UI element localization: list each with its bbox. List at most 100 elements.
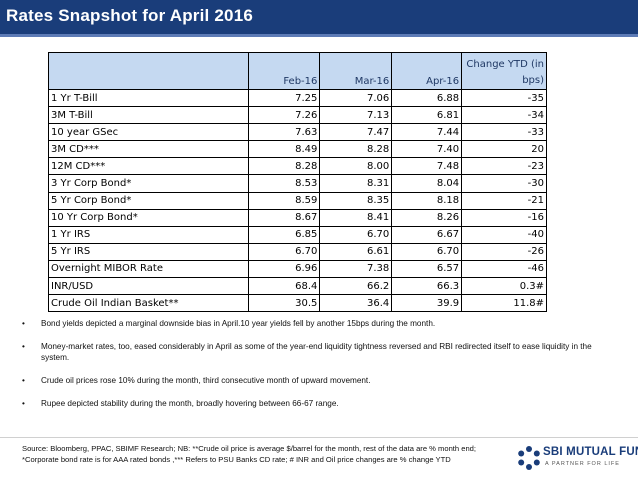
cell-change-ytd: -16: [461, 208, 547, 227]
cell-change-ytd: -30: [461, 174, 547, 193]
cell-mar: 8.31: [319, 174, 393, 193]
row-label: 3 Yr Corp Bond*: [48, 174, 249, 193]
cell-mar: 8.28: [319, 140, 393, 159]
cell-change-ytd: -40: [461, 225, 547, 244]
cell-feb: 8.67: [247, 208, 321, 227]
column-header-label: [48, 52, 249, 90]
row-label: INR/USD: [48, 277, 249, 296]
table-row: 10 Yr Corp Bond* 8.67 8.41 8.26 -16: [48, 208, 547, 227]
cell-apr: 6.67: [391, 225, 463, 244]
source-note: Source: Bloomberg, PPAC, SBIMF Research;…: [22, 444, 477, 464]
cell-change-ytd: -46: [461, 259, 547, 279]
row-label: 3M CD***: [48, 140, 249, 159]
commentary-text: Bond yields depicted a marginal downside…: [41, 319, 436, 328]
cell-apr: 39.9: [391, 294, 463, 313]
cell-apr: 6.81: [391, 106, 463, 125]
cell-feb: 30.5: [247, 294, 321, 313]
cell-change-ytd: 11.8#: [461, 294, 547, 313]
cell-change-ytd: -23: [461, 157, 547, 176]
bullet-icon: •: [22, 376, 25, 385]
cell-apr: 8.18: [391, 191, 463, 210]
cell-apr: 6.70: [391, 242, 463, 261]
page-title: Rates Snapshot for April 2016: [6, 6, 254, 25]
table-row: INR/USD 68.4 66.2 66.3 0.3#: [48, 277, 547, 296]
row-label: 5 Yr IRS: [48, 242, 249, 261]
cell-mar: 7.13: [319, 106, 393, 125]
cell-feb: 6.85: [247, 225, 321, 244]
commentary-item: • Bond yields depicted a marginal downsid…: [22, 318, 622, 329]
cell-apr: 8.26: [391, 208, 463, 227]
cell-mar: 7.38: [319, 259, 393, 279]
sbi-mutual-fund-logo: SBI MUTUAL FUND A PARTNER FOR LIFE: [516, 444, 638, 474]
table-row: Crude Oil Indian Basket** 30.5 36.4 39.9 11.…: [48, 294, 547, 313]
cell-mar: 7.47: [319, 123, 393, 142]
commentary-item: • Rupee depicted stability during the mon…: [22, 398, 622, 409]
rates-table: Feb-16 Mar-16 Apr-16 Change YTD (in bps)…: [48, 52, 547, 313]
cell-feb: 6.70: [247, 242, 321, 261]
footer-divider: [0, 437, 638, 438]
logo-name: SBI MUTUAL FUND: [543, 446, 638, 458]
cell-apr: 7.44: [391, 123, 463, 142]
cell-feb: 6.96: [247, 259, 321, 279]
cell-feb: 8.49: [247, 140, 321, 159]
cell-change-ytd: 20: [461, 140, 547, 159]
cell-mar: 36.4: [319, 294, 393, 313]
sbi-logo-icon: [518, 446, 540, 470]
cell-feb: 7.25: [247, 88, 321, 108]
cell-mar: 7.06: [319, 88, 393, 108]
column-header-mar: Mar-16: [319, 52, 393, 90]
table-row: 10 year GSec 7.63 7.47 7.44 -33: [48, 123, 547, 142]
table-row: 5 Yr IRS 6.70 6.61 6.70 -26: [48, 242, 547, 261]
commentary-list: • Bond yields depicted a marginal downsid…: [22, 318, 622, 421]
cell-feb: 8.59: [247, 191, 321, 210]
title-bar: Rates Snapshot for April 2016: [0, 0, 638, 37]
row-label: 1 Yr IRS: [48, 225, 249, 244]
row-label: 12M CD***: [48, 157, 249, 176]
cell-feb: 7.26: [247, 106, 321, 125]
cell-apr: 6.57: [391, 259, 463, 279]
column-header-feb: Feb-16: [247, 52, 321, 90]
bullet-icon: •: [22, 399, 25, 408]
bullet-icon: •: [22, 319, 25, 328]
table-body: 1 Yr T-Bill 7.25 7.06 6.88 -35 3M T-Bill 7.26 7…: [48, 88, 547, 313]
row-label: 1 Yr T-Bill: [48, 88, 249, 108]
logo-tagline: A PARTNER FOR LIFE: [545, 461, 620, 467]
row-label: Crude Oil Indian Basket**: [48, 294, 249, 313]
table-row: 3M T-Bill 7.26 7.13 6.81 -34: [48, 106, 547, 125]
cell-change-ytd: 0.3#: [461, 277, 547, 296]
cell-apr: 7.48: [391, 157, 463, 176]
table-row: Overnight MIBOR Rate 6.96 7.38 6.57 -46: [48, 259, 547, 279]
cell-change-ytd: -33: [461, 123, 547, 142]
cell-mar: 6.61: [319, 242, 393, 261]
cell-change-ytd: -26: [461, 242, 547, 261]
cell-feb: 7.63: [247, 123, 321, 142]
cell-mar: 8.41: [319, 208, 393, 227]
cell-apr: 6.88: [391, 88, 463, 108]
cell-mar: 66.2: [319, 277, 393, 296]
cell-feb: 8.28: [247, 157, 321, 176]
table-header-row: Feb-16 Mar-16 Apr-16 Change YTD (in bps): [48, 52, 547, 90]
commentary-text: Crude oil prices rose 10% during the mon…: [41, 376, 371, 385]
cell-change-ytd: -21: [461, 191, 547, 210]
cell-feb: 8.53: [247, 174, 321, 193]
cell-mar: 8.00: [319, 157, 393, 176]
table-row: 3 Yr Corp Bond* 8.53 8.31 8.04 -30: [48, 174, 547, 193]
table-row: 12M CD*** 8.28 8.00 7.48 -23: [48, 157, 547, 176]
cell-apr: 66.3: [391, 277, 463, 296]
cell-change-ytd: -34: [461, 106, 547, 125]
commentary-text: Money-market rates, too, eased considera…: [41, 342, 592, 362]
table-row: 3M CD*** 8.49 8.28 7.40 20: [48, 140, 547, 159]
cell-feb: 68.4: [247, 277, 321, 296]
table-row: 1 Yr T-Bill 7.25 7.06 6.88 -35: [48, 88, 547, 108]
column-header-apr: Apr-16: [391, 52, 463, 90]
bullet-icon: •: [22, 342, 25, 351]
cell-mar: 8.35: [319, 191, 393, 210]
row-label: 10 year GSec: [48, 123, 249, 142]
rates-table-container: Feb-16 Mar-16 Apr-16 Change YTD (in bps)…: [48, 52, 547, 313]
row-label: 3M T-Bill: [48, 106, 249, 125]
table-row: 1 Yr IRS 6.85 6.70 6.67 -40: [48, 225, 547, 244]
cell-apr: 8.04: [391, 174, 463, 193]
commentary-item: • Money-market rates, too, eased consider…: [22, 341, 622, 363]
cell-mar: 6.70: [319, 225, 393, 244]
commentary-text: Rupee depicted stability during the mont…: [41, 399, 339, 408]
